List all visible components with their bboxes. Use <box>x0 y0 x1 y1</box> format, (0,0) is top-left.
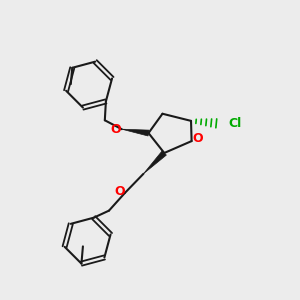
Text: O: O <box>114 185 125 198</box>
Text: O: O <box>110 123 121 136</box>
Text: O: O <box>193 132 203 145</box>
Polygon shape <box>143 151 167 174</box>
Polygon shape <box>122 129 149 136</box>
Text: Cl: Cl <box>229 117 242 130</box>
